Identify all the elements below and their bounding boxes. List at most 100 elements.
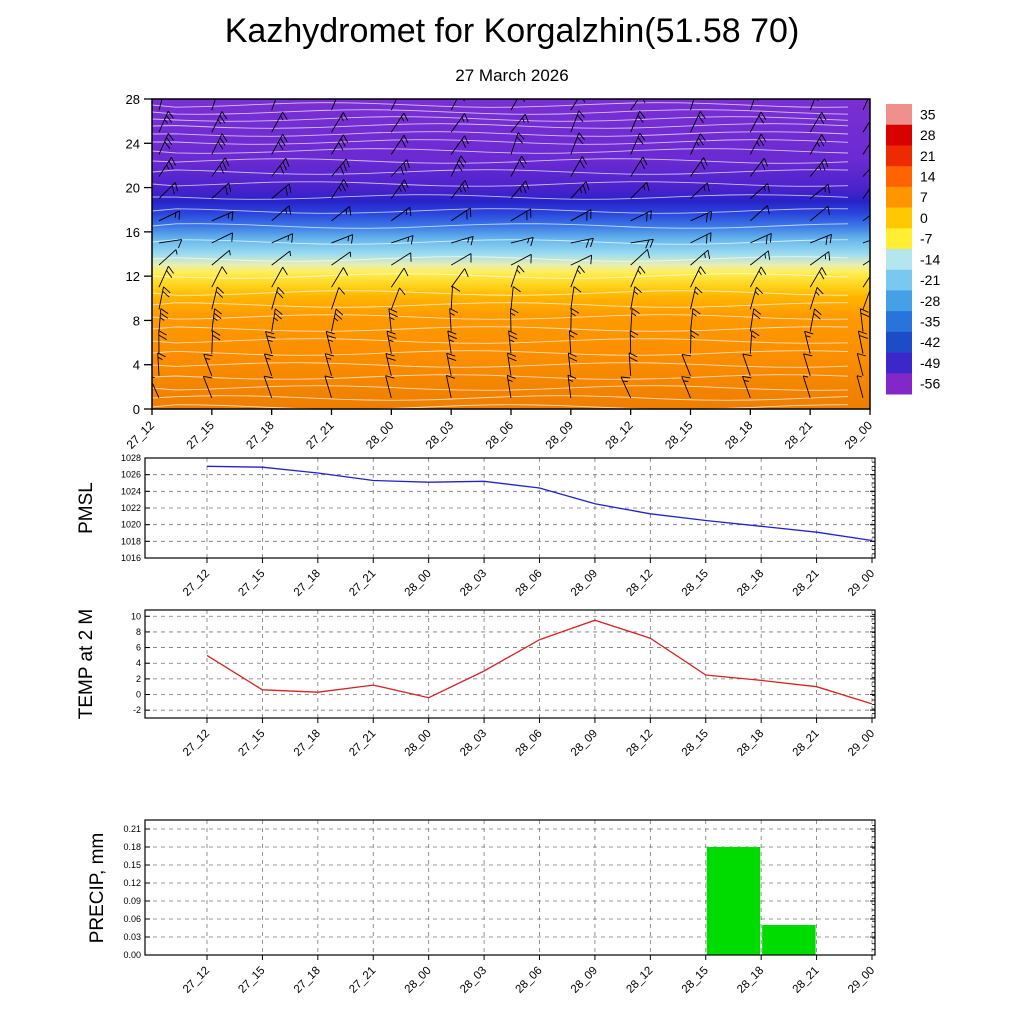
svg-text:10: 10 — [131, 611, 141, 621]
svg-text:27_21: 27_21 — [347, 728, 378, 759]
time-axis — [206, 558, 873, 563]
svg-text:-35: -35 — [920, 314, 940, 330]
svg-text:-42: -42 — [920, 334, 940, 350]
svg-text:1018: 1018 — [121, 536, 141, 546]
svg-text:28_18: 28_18 — [735, 965, 766, 996]
svg-text:-14: -14 — [920, 251, 940, 267]
svg-text:1028: 1028 — [121, 453, 141, 463]
svg-text:28: 28 — [920, 127, 936, 143]
svg-text:28_09: 28_09 — [569, 568, 600, 599]
svg-text:27_18: 27_18 — [292, 965, 323, 996]
svg-text:28_03: 28_03 — [458, 568, 489, 599]
svg-text:0: 0 — [920, 210, 928, 226]
svg-text:28_21: 28_21 — [791, 568, 822, 599]
svg-text:28_00: 28_00 — [403, 728, 434, 759]
svg-text:28_15: 28_15 — [662, 418, 696, 452]
wind-barbs — [152, 99, 870, 399]
svg-text:28_21: 28_21 — [782, 418, 816, 452]
svg-text:27_12: 27_12 — [124, 418, 158, 452]
svg-text:4: 4 — [133, 358, 140, 373]
svg-text:0.06: 0.06 — [123, 914, 141, 924]
value-axis: -2 0 2 4 6 8 10 — [131, 609, 875, 719]
time-axis-labels: 27_12 27_15 27_18 27_21 28_00 28_03 28_06 28_09… — [124, 418, 876, 452]
svg-text:29_00: 29_00 — [846, 965, 877, 996]
pmsl-series — [206, 465, 873, 542]
svg-text:27_18: 27_18 — [292, 568, 323, 599]
svg-text:27_15: 27_15 — [236, 568, 267, 599]
time-axis-labels: 27_12 27_15 27_18 27_21 28_00 28_03 28_06 28_09… — [181, 728, 877, 759]
svg-text:28_12: 28_12 — [624, 728, 655, 759]
svg-text:8: 8 — [133, 313, 140, 328]
svg-text:0.18: 0.18 — [123, 842, 141, 852]
svg-text:1022: 1022 — [121, 503, 141, 513]
svg-text:28_12: 28_12 — [624, 568, 655, 599]
svg-text:28_15: 28_15 — [680, 965, 711, 996]
svg-text:28_12: 28_12 — [602, 418, 636, 452]
temp-at-2m-series — [206, 619, 873, 705]
svg-text:27_18: 27_18 — [243, 418, 277, 452]
svg-text:28_12: 28_12 — [624, 965, 655, 996]
plot-frame — [144, 609, 876, 719]
time-axis-labels: 27_12 27_15 27_18 27_21 28_00 28_03 28_06 28_09… — [181, 568, 877, 599]
svg-text:-49: -49 — [920, 355, 940, 371]
time-axis — [151, 409, 871, 415]
svg-text:-7: -7 — [920, 231, 933, 247]
svg-text:27_15: 27_15 — [183, 418, 217, 452]
svg-text:0.03: 0.03 — [123, 932, 141, 942]
svg-text:-21: -21 — [920, 272, 940, 288]
grid — [145, 458, 875, 558]
page-title: Kazhydromet for Korgalzhin(51.58 70) — [224, 12, 800, 50]
svg-text:0: 0 — [133, 402, 140, 417]
svg-text:4: 4 — [136, 658, 141, 668]
svg-text:28_21: 28_21 — [791, 965, 822, 996]
cross-section-chart: 0 4 8 12 16 20 24 28 27_12 27_15 27_18 27_21 28_00 28… — [124, 92, 941, 452]
svg-text:14: 14 — [920, 169, 936, 185]
svg-text:28_00: 28_00 — [403, 568, 434, 599]
svg-text:8: 8 — [136, 627, 141, 637]
svg-text:28_18: 28_18 — [722, 418, 756, 452]
svg-text:28_09: 28_09 — [569, 965, 600, 996]
svg-text:28_15: 28_15 — [680, 728, 711, 759]
svg-text:28_06: 28_06 — [514, 568, 545, 599]
svg-text:28_06: 28_06 — [483, 418, 517, 452]
svg-text:-28: -28 — [920, 293, 940, 309]
svg-text:28_06: 28_06 — [514, 965, 545, 996]
svg-text:12: 12 — [126, 269, 140, 284]
grid — [145, 610, 875, 718]
time-axis — [206, 955, 873, 960]
svg-text:27_21: 27_21 — [303, 418, 337, 452]
svg-text:20: 20 — [126, 181, 140, 196]
svg-text:27_21: 27_21 — [347, 965, 378, 996]
svg-text:-2: -2 — [133, 705, 141, 715]
height-axis: 0 4 8 12 16 20 24 28 — [126, 92, 152, 417]
svg-text:2: 2 — [136, 674, 141, 684]
temperature-field — [152, 99, 870, 409]
plot-frame — [144, 457, 876, 559]
svg-text:27_12: 27_12 — [181, 728, 212, 759]
svg-text:1016: 1016 — [121, 553, 141, 563]
svg-text:0.12: 0.12 — [123, 878, 141, 888]
svg-text:28_18: 28_18 — [735, 728, 766, 759]
svg-text:0.15: 0.15 — [123, 860, 141, 870]
svg-text:1024: 1024 — [121, 486, 141, 496]
svg-text:6: 6 — [136, 643, 141, 653]
svg-text:28_03: 28_03 — [423, 418, 457, 452]
svg-text:27_12: 27_12 — [181, 965, 212, 996]
svg-text:0: 0 — [136, 690, 141, 700]
svg-text:0.09: 0.09 — [123, 896, 141, 906]
svg-text:0.00: 0.00 — [123, 950, 141, 960]
svg-text:-56: -56 — [920, 376, 940, 392]
svg-text:35: 35 — [920, 106, 936, 122]
svg-text:29_00: 29_00 — [842, 418, 876, 452]
svg-text:16: 16 — [126, 225, 140, 240]
svg-text:1020: 1020 — [121, 520, 141, 530]
svg-text:27_18: 27_18 — [292, 728, 323, 759]
svg-text:28_09: 28_09 — [569, 728, 600, 759]
svg-text:24: 24 — [126, 136, 140, 151]
svg-text:28_18: 28_18 — [735, 568, 766, 599]
svg-text:28_15: 28_15 — [680, 568, 711, 599]
svg-text:28_21: 28_21 — [791, 728, 822, 759]
